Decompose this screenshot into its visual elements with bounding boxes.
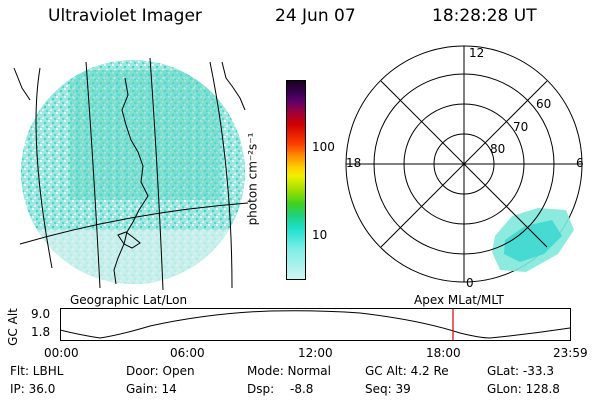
colorbar-unit-label: photon cm⁻²s⁻¹: [245, 132, 260, 226]
info-dsp-value: -8.8: [290, 382, 314, 396]
coastline: [113, 77, 149, 285]
orbit-right-title: Apex MLat/MLT: [414, 293, 504, 307]
orbit-plot-frame: [60, 308, 571, 341]
orbit-xtick-4: 23:59: [553, 346, 588, 360]
lat-label-80: 80: [490, 142, 506, 156]
coastline-island: [117, 231, 141, 249]
orbit-altitude-curve: [60, 310, 571, 339]
uv-image-disk: [21, 60, 245, 284]
lat-label-70: 70: [513, 120, 529, 134]
colorbar-tick-100: 100: [312, 140, 335, 154]
geographic-image-panel: [13, 57, 249, 291]
date-label: 24 Jun 07: [275, 6, 356, 26]
info-dsp-label: Dsp:: [247, 382, 275, 396]
orbit-ytick-top: 9.0: [31, 307, 51, 321]
info-seq: Seq: 39: [365, 382, 411, 396]
orbit-y-axis-label: GC Alt: [5, 308, 20, 346]
orbit-xtick-2: 12:00: [298, 346, 333, 360]
orbit-xtick-1: 06:00: [170, 346, 205, 360]
info-ip: IP: 36.0: [10, 382, 56, 396]
info-mode: Mode: Normal: [247, 364, 331, 378]
colorbar: [286, 80, 306, 280]
info-gain: Gain: 14: [126, 382, 177, 396]
info-glat: GLat: -33.3: [487, 364, 554, 378]
polar-plot: [345, 45, 583, 283]
colorbar-tick-10: 10: [312, 228, 328, 242]
info-glon: GLon: 128.8: [487, 382, 560, 396]
geographic-grid-lines: [19, 57, 249, 291]
mlt-label-0: 0: [466, 276, 474, 290]
mlt-label-18: 18: [346, 156, 362, 170]
orbit-xtick-3: 18:00: [426, 346, 461, 360]
orbit-left-title: Geographic Lat/Lon: [70, 293, 188, 307]
info-gc-alt: GC Alt: 4.2 Re: [365, 364, 449, 378]
info-filter: Flt: LBHL: [10, 364, 64, 378]
time-label: 18:28:28 UT: [432, 6, 537, 26]
instrument-title: Ultraviolet Imager: [48, 6, 202, 26]
orbit-altitude-plot: [60, 308, 571, 341]
info-door: Door: Open: [126, 364, 195, 378]
lat-label-60: 60: [536, 97, 552, 111]
mlt-label-6: 6: [576, 156, 584, 170]
orbit-ytick-bottom: 1.8: [31, 325, 51, 339]
orbit-xtick-0: 00:00: [44, 346, 79, 360]
mlt-label-12: 12: [469, 46, 485, 60]
